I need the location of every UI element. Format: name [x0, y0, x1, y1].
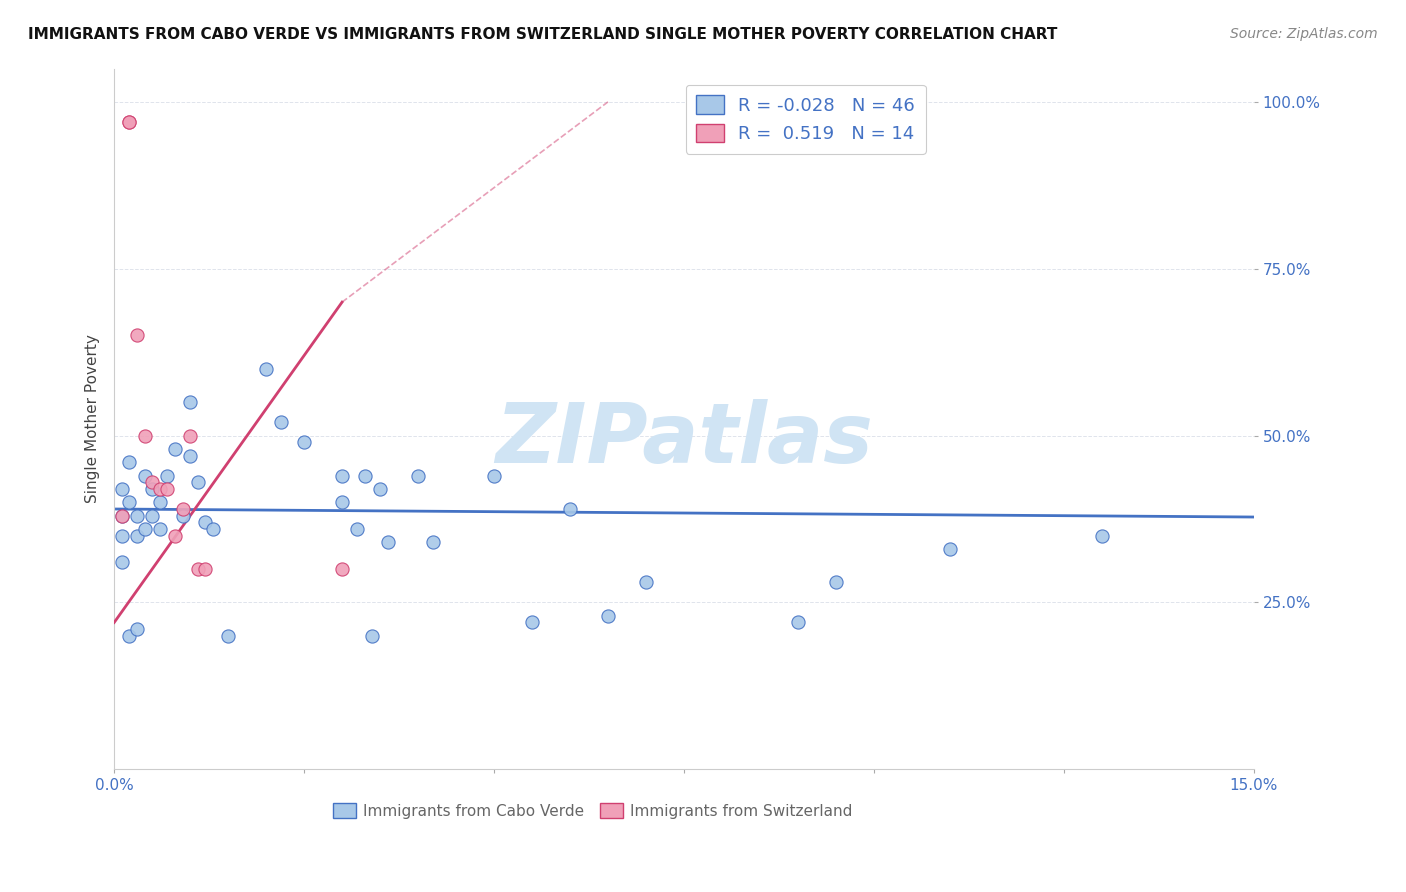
Point	[149, 495, 172, 509]
Point	[118, 115, 141, 129]
Point	[118, 455, 141, 469]
Point	[125, 529, 148, 543]
Point	[179, 395, 201, 409]
Point	[377, 535, 399, 549]
Point	[149, 482, 172, 496]
Point	[172, 502, 194, 516]
Point	[118, 629, 141, 643]
Point	[194, 562, 217, 576]
Point	[179, 449, 201, 463]
Point	[596, 608, 619, 623]
Y-axis label: Single Mother Poverty: Single Mother Poverty	[86, 334, 100, 503]
Point	[179, 428, 201, 442]
Point	[520, 615, 543, 630]
Point	[156, 482, 179, 496]
Point	[368, 482, 391, 496]
Point	[354, 468, 377, 483]
Point	[111, 508, 134, 523]
Point	[194, 516, 217, 530]
Point	[163, 442, 186, 456]
Point	[634, 575, 657, 590]
Point	[786, 615, 808, 630]
Point	[187, 562, 209, 576]
Text: IMMIGRANTS FROM CABO VERDE VS IMMIGRANTS FROM SWITZERLAND SINGLE MOTHER POVERTY : IMMIGRANTS FROM CABO VERDE VS IMMIGRANTS…	[28, 27, 1057, 42]
Point	[406, 468, 429, 483]
Point	[217, 629, 239, 643]
Point	[118, 115, 141, 129]
Point	[141, 482, 163, 496]
Point	[134, 522, 156, 536]
Point	[163, 529, 186, 543]
Point	[187, 475, 209, 490]
Text: Source: ZipAtlas.com: Source: ZipAtlas.com	[1230, 27, 1378, 41]
Point	[111, 529, 134, 543]
Legend: Immigrants from Cabo Verde, Immigrants from Switzerland: Immigrants from Cabo Verde, Immigrants f…	[326, 797, 859, 825]
Point	[558, 502, 581, 516]
Point	[330, 495, 353, 509]
Point	[141, 475, 163, 490]
Point	[292, 435, 315, 450]
Point	[482, 468, 505, 483]
Point	[134, 428, 156, 442]
Point	[141, 508, 163, 523]
Point	[149, 522, 172, 536]
Point	[172, 508, 194, 523]
Point	[346, 522, 368, 536]
Point	[156, 468, 179, 483]
Point	[330, 468, 353, 483]
Point	[422, 535, 444, 549]
Point	[125, 508, 148, 523]
Point	[201, 522, 224, 536]
Point	[254, 362, 277, 376]
Point	[939, 542, 962, 557]
Point	[111, 508, 134, 523]
Point	[330, 562, 353, 576]
Point	[111, 482, 134, 496]
Point	[824, 575, 846, 590]
Point	[134, 468, 156, 483]
Point	[118, 495, 141, 509]
Text: ZIPatlas: ZIPatlas	[495, 400, 873, 481]
Point	[270, 415, 292, 429]
Point	[361, 629, 384, 643]
Point	[1091, 529, 1114, 543]
Point	[125, 328, 148, 343]
Point	[125, 622, 148, 636]
Point	[111, 555, 134, 569]
